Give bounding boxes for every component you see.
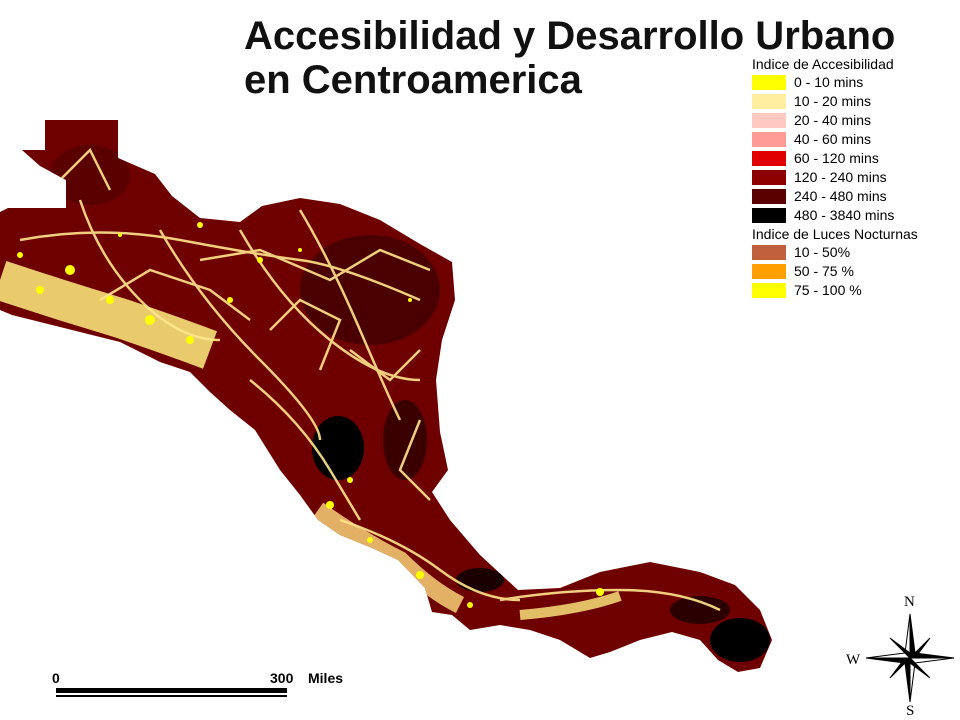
night-lights-legend-title: Indice de Luces Nocturnas: [752, 226, 918, 242]
compass-south-label: S: [906, 703, 915, 719]
map-title-line-1: Accesibilidad y Desarrollo Urbano: [244, 14, 896, 58]
nicaragua-lake-area: [312, 416, 364, 480]
night-lights-legend-label: 10 - 50%: [794, 244, 851, 260]
accessibility-legend-swatch: [752, 151, 786, 166]
mosquitia-remote-area: [300, 235, 440, 345]
north-arrow-compass: N W S: [840, 590, 960, 720]
scale-unit-label: Miles: [308, 670, 344, 686]
accessibility-legend-swatch: [752, 208, 786, 223]
night-lights-legend-label: 50 - 75 %: [794, 263, 854, 279]
peten-remote-area: [50, 145, 130, 205]
accessibility-legend-label: 480 - 3840 mins: [794, 207, 895, 223]
scale-max-label: 300: [270, 670, 294, 686]
night-lights-legend-item: 50 - 75 %: [752, 262, 960, 281]
caribbean-lowland-area: [383, 400, 427, 480]
accessibility-legend-swatch: [752, 189, 786, 204]
accessibility-legend-label: 240 - 480 mins: [794, 188, 887, 204]
accessibility-legend-label: 20 - 40 mins: [794, 112, 872, 128]
map-title: Accesibilidad y Desarrollo Urbano en Cen…: [244, 14, 960, 114]
accessibility-legend-item: 40 - 60 mins: [752, 130, 960, 149]
scale-bar-line: [56, 688, 287, 693]
road-network: [19, 147, 721, 612]
accessibility-legend-swatch: [752, 132, 786, 147]
map-title-line-2: en Centroamerica: [244, 58, 582, 102]
pacific-urban-belt: [0, 261, 218, 369]
accessibility-legend-label: 0 - 10 mins: [794, 74, 864, 90]
scale-bar: 0 300 Miles: [52, 670, 352, 710]
central-america-landmass: [0, 120, 772, 672]
night-lights-legend-swatch: [752, 264, 786, 279]
accessibility-legend-item: 10 - 20 mins: [752, 92, 960, 111]
accessibility-legend-label: 40 - 60 mins: [794, 131, 872, 147]
panama-east-area: [670, 596, 730, 624]
scale-bar-baseline: [56, 695, 287, 697]
compass-rose-icon: [865, 613, 955, 703]
accessibility-legend-swatch: [752, 94, 786, 109]
accessibility-legend-swatch: [752, 113, 786, 128]
accessibility-legend-swatch: [752, 75, 786, 90]
accessibility-legend-label: 10 - 20 mins: [794, 93, 872, 109]
night-lights-legend-item: 75 - 100 %: [752, 281, 960, 300]
night-lights-legend-swatch: [752, 245, 786, 260]
accessibility-legend-item: 60 - 120 mins: [752, 149, 960, 168]
map-legend: Indice de Accesibilidad 0 - 10 mins 10 - …: [752, 55, 960, 300]
panama-urban-belt: [519, 591, 622, 620]
accessibility-legend-label: 120 - 240 mins: [794, 169, 887, 185]
accessibility-legend-item: 20 - 40 mins: [752, 111, 960, 130]
night-lights-legend-item: 10 - 50%: [752, 243, 960, 262]
accessibility-legend-swatch: [752, 170, 786, 185]
accessibility-legend-title: Indice de Accesibilidad: [752, 56, 894, 72]
compass-west-label: W: [846, 652, 861, 668]
urban-night-lights: [17, 222, 604, 608]
accessibility-legend-item: 240 - 480 mins: [752, 187, 960, 206]
talamanca-remote-area: [456, 568, 504, 592]
compass-north-label: N: [904, 594, 915, 610]
costa-rica-urban-belt: [312, 502, 465, 614]
accessibility-legend-item: 480 - 3840 mins: [752, 206, 960, 225]
night-lights-legend-swatch: [752, 283, 786, 298]
accessibility-legend-item: 0 - 10 mins: [752, 73, 960, 92]
accessibility-legend-label: 60 - 120 mins: [794, 150, 879, 166]
night-lights-legend-label: 75 - 100 %: [794, 282, 862, 298]
darien-remote-area: [710, 618, 770, 662]
accessibility-legend-item: 120 - 240 mins: [752, 168, 960, 187]
scale-zero-label: 0: [52, 670, 60, 686]
